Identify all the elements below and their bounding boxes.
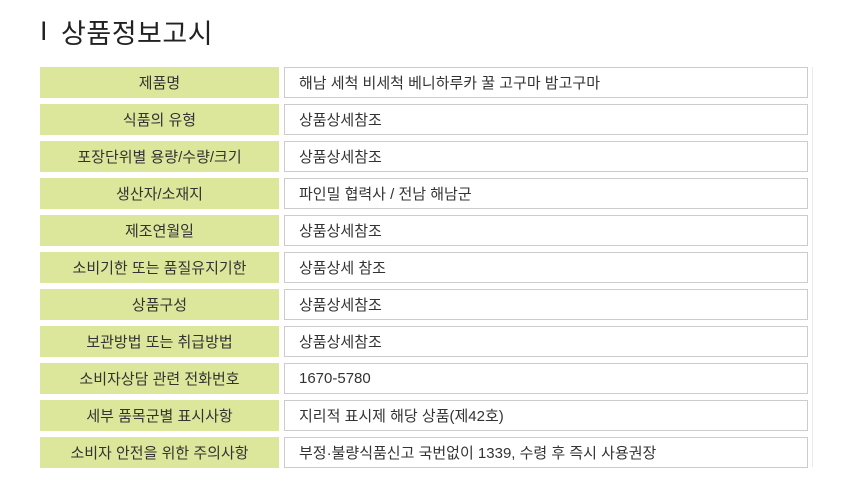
row-label-cell: 소비자상담 관련 전화번호 <box>40 363 279 394</box>
row-value-cell: 파인밀 협력사 / 전남 해남군 <box>284 178 808 209</box>
row-label-cell: 생산자/소재지 <box>40 178 279 209</box>
row-label-cell: 소비자 안전을 위한 주의사항 <box>40 437 279 468</box>
table-row: 상품구성 상품상세참조 <box>40 289 808 320</box>
title-marker: I <box>40 16 49 46</box>
row-value-cell: 상품상세참조 <box>284 215 808 246</box>
row-value-cell: 1670-5780 <box>284 363 808 394</box>
table-row: 식품의 유형 상품상세참조 <box>40 104 808 135</box>
row-label-cell: 상품구성 <box>40 289 279 320</box>
table-right-edge-line <box>812 67 813 467</box>
product-info-table: 제품명 해남 세척 비세척 베니하루카 꿀 고구마 밤고구마 식품의 유형 상품상세참… <box>40 67 808 474</box>
row-value-cell: 지리적 표시제 해당 상품(제42호) <box>284 400 808 431</box>
table-row: 보관방법 또는 취급방법 상품상세참조 <box>40 326 808 357</box>
table-row: 제품명 해남 세척 비세척 베니하루카 꿀 고구마 밤고구마 <box>40 67 808 98</box>
row-label-cell: 제품명 <box>40 67 279 98</box>
table-row: 소비자상담 관련 전화번호 1670-5780 <box>40 363 808 394</box>
table-row: 포장단위별 용량/수량/크기 상품상세참조 <box>40 141 808 172</box>
table-row: 생산자/소재지 파인밀 협력사 / 전남 해남군 <box>40 178 808 209</box>
row-label-cell: 세부 품목군별 표시사항 <box>40 400 279 431</box>
page-title-text: 상품정보고시 <box>61 19 214 49</box>
row-value-cell: 해남 세척 비세척 베니하루카 꿀 고구마 밤고구마 <box>284 67 808 98</box>
table-row: 제조연월일 상품상세참조 <box>40 215 808 246</box>
row-value-cell: 상품상세참조 <box>284 104 808 135</box>
row-label-cell: 식품의 유형 <box>40 104 279 135</box>
page-title: I 상품정보고시 <box>40 12 213 51</box>
row-value-cell: 상품상세참조 <box>284 141 808 172</box>
table-row: 소비기한 또는 품질유지기한 상품상세 참조 <box>40 252 808 283</box>
row-label-cell: 보관방법 또는 취급방법 <box>40 326 279 357</box>
row-label-cell: 제조연월일 <box>40 215 279 246</box>
table-row: 소비자 안전을 위한 주의사항 부정·불량식품신고 국번없이 1339, 수령 후… <box>40 437 808 468</box>
row-value-cell: 상품상세참조 <box>284 326 808 357</box>
row-value-cell: 부정·불량식품신고 국번없이 1339, 수령 후 즉시 사용권장 <box>284 437 808 468</box>
row-value-cell: 상품상세참조 <box>284 289 808 320</box>
row-value-cell: 상품상세 참조 <box>284 252 808 283</box>
row-label-cell: 포장단위별 용량/수량/크기 <box>40 141 279 172</box>
row-label-cell: 소비기한 또는 품질유지기한 <box>40 252 279 283</box>
table-row: 세부 품목군별 표시사항 지리적 표시제 해당 상품(제42호) <box>40 400 808 431</box>
